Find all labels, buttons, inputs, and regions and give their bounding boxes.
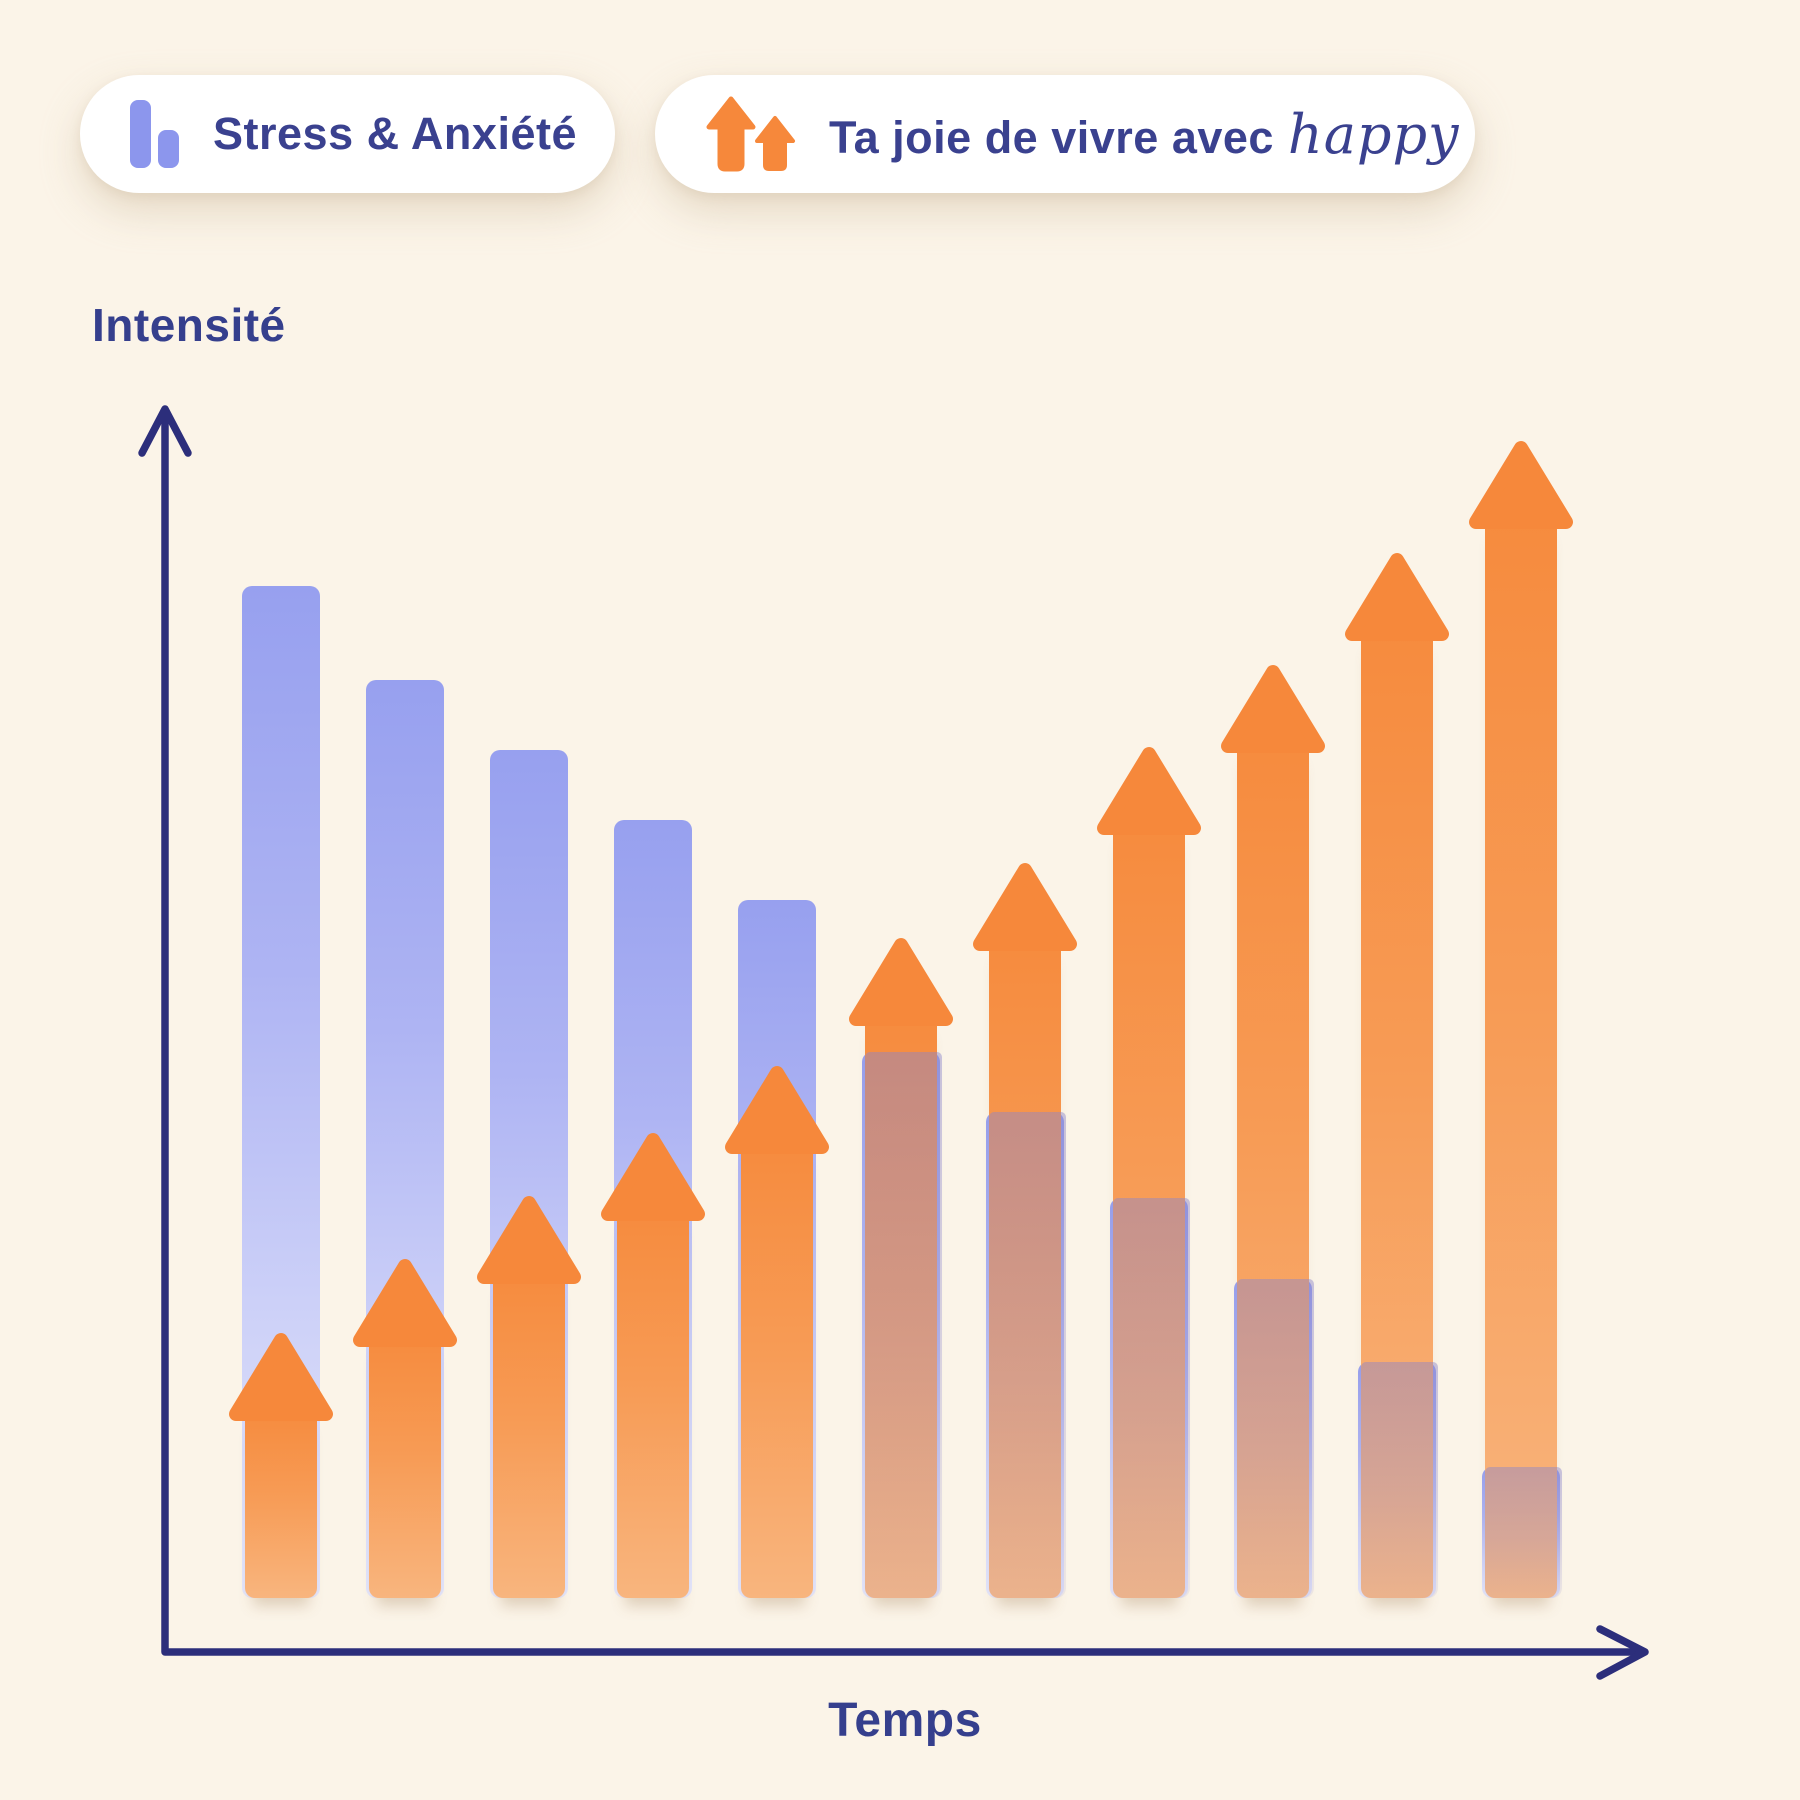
joy-arrow-head-icon	[849, 937, 953, 1026]
joy-arrow-head-icon	[1345, 552, 1449, 641]
stress-overlay	[989, 1112, 1066, 1598]
y-axis-label: Intensité	[92, 299, 286, 351]
joy-arrow-shaft	[369, 1336, 441, 1598]
x-axis-label: Temps	[828, 1694, 982, 1747]
joy-arrow-head-icon	[1097, 747, 1201, 835]
bar-chart-icon	[130, 100, 179, 168]
joy-arrow-head-icon	[229, 1332, 333, 1421]
joy-arrow-head-icon	[1469, 441, 1573, 529]
bar-chart-icon-tall-bar	[130, 100, 151, 168]
stress-overlay	[1361, 1361, 1438, 1598]
joy-arrow-head-icon	[477, 1195, 581, 1284]
stress-overlay	[1237, 1278, 1314, 1598]
joy-arrow-shaft	[741, 1143, 813, 1598]
stress-overlay	[1485, 1467, 1562, 1598]
joy-arrow-shaft	[493, 1272, 565, 1598]
stress-overlay	[865, 1052, 942, 1598]
joy-arrow-head-icon	[725, 1066, 829, 1155]
joy-arrow-head-icon	[1221, 665, 1325, 754]
legend-joy-label: Ta joie de vivre avec happy	[829, 103, 1460, 166]
joy-arrow-shaft	[617, 1210, 689, 1598]
legend-joy-label-prefix: Ta joie de vivre avec	[829, 111, 1274, 163]
joy-arrow-head-icon	[353, 1259, 457, 1348]
joy-arrow-shaft	[245, 1409, 317, 1598]
legend-joy-pill: Ta joie de vivre avec happy	[655, 75, 1475, 193]
legend-joy-brand: happy	[1287, 102, 1460, 166]
joy-arrow-shaft	[1485, 518, 1557, 1598]
joy-arrow-head-icon	[601, 1133, 705, 1222]
stress-overlay	[1113, 1198, 1190, 1598]
double-up-arrows-icon	[705, 94, 799, 174]
legend-stress-pill: Stress & Anxiété	[80, 75, 615, 193]
bar-chart-icon-short-bar	[158, 130, 179, 168]
legend-stress-label: Stress & Anxiété	[213, 108, 577, 159]
joy-arrow-head-icon	[973, 863, 1077, 952]
